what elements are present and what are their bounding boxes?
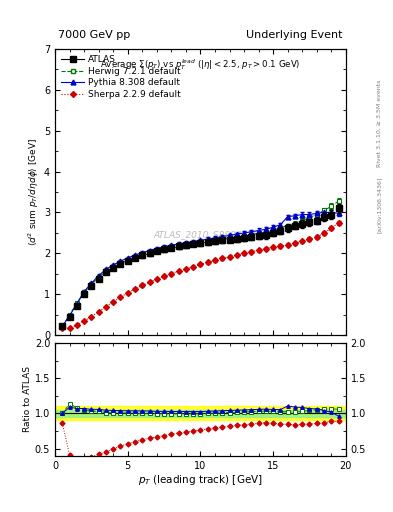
Text: Rivet 3.1.10, ≥ 3.5M events: Rivet 3.1.10, ≥ 3.5M events — [377, 79, 382, 166]
Text: 7000 GeV pp: 7000 GeV pp — [58, 30, 130, 40]
Text: ATLAS_2010_S8894728: ATLAS_2010_S8894728 — [153, 230, 259, 240]
Bar — [55, 410, 346, 417]
Y-axis label: $\langle d^2$ sum $p_T/d\eta d\phi\rangle$ [GeV]: $\langle d^2$ sum $p_T/d\eta d\phi\rangl… — [27, 138, 41, 246]
Legend: ATLAS, Herwig 7.2.1 default, Pythia 8.308 default, Sherpa 2.2.9 default: ATLAS, Herwig 7.2.1 default, Pythia 8.30… — [59, 53, 182, 101]
X-axis label: $p_T$ (leading track) [GeV]: $p_T$ (leading track) [GeV] — [138, 473, 263, 487]
Text: [arXiv:1306.3436]: [arXiv:1306.3436] — [377, 177, 382, 233]
Text: Underlying Event: Underlying Event — [246, 30, 343, 40]
Y-axis label: Ratio to ATLAS: Ratio to ATLAS — [23, 367, 32, 432]
Bar — [55, 407, 346, 420]
Text: Average $\Sigma(p_T)$ vs $p_T^{lead}$ ($|\eta| < 2.5$, $p_T > 0.1$ GeV): Average $\Sigma(p_T)$ vs $p_T^{lead}$ ($… — [100, 57, 301, 72]
